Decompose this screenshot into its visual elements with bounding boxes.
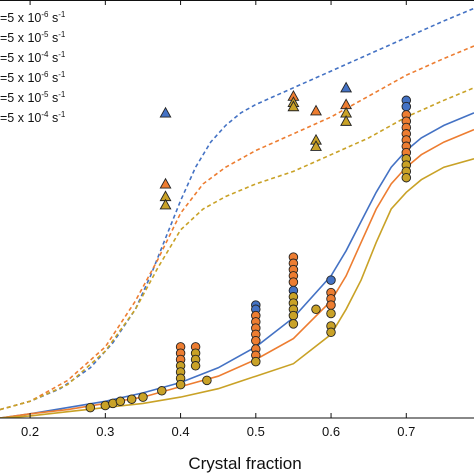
circle-marker-41 — [326, 275, 336, 285]
legend-entry-0: =5 x 10-6 s-1 — [0, 10, 66, 25]
circle-marker-18 — [202, 375, 212, 386]
x-axis-title: Crystal fraction — [188, 454, 301, 473]
triangle-marker-0 — [159, 106, 172, 118]
dashed-curve-2 — [0, 87, 474, 411]
circle-marker-6 — [157, 386, 167, 396]
axes-layer: 0.2 0.3 0.4 0.5 0.6 0.7 — [0, 0, 474, 439]
curves-layer — [0, 7, 474, 418]
dashed-curve-1 — [0, 45, 474, 411]
triangle-marker-13 — [340, 115, 353, 126]
circle-marker-49 — [401, 101, 412, 112]
circle-marker-38 — [288, 310, 299, 321]
legend-entry-5: =5 x 10-4 s-1 — [0, 110, 66, 125]
triangle-marker-1 — [159, 177, 172, 189]
circle-marker-17 — [190, 361, 201, 371]
circle-marker-33 — [288, 277, 299, 287]
x-tick-label-5: 0.7 — [397, 424, 415, 439]
circle-marker-47 — [326, 327, 336, 338]
triangle-marker-7 — [310, 104, 322, 116]
legend-entry-3: =5 x 10-6 s-1 — [0, 70, 66, 85]
legend-entry-2: =5 x 10-4 s-1 — [0, 50, 66, 65]
legend-entry-1: =5 x 10-5 s-1 — [0, 30, 66, 45]
circle-marker-45 — [326, 308, 336, 319]
x-tick-label-2: 0.4 — [172, 424, 190, 439]
legend: =5 x 10-6 s-1 =5 x 10-5 s-1 =5 x 10-4 s-1 =… — [0, 10, 66, 125]
circle-marker-60 — [401, 172, 412, 183]
triangle-marker-3 — [159, 198, 172, 210]
triangle-marker-10 — [340, 81, 353, 93]
circle-marker-44 — [326, 300, 336, 310]
circle-marker-3 — [115, 396, 126, 407]
x-tick-label-3: 0.5 — [247, 424, 265, 439]
legend-entry-4: =5 x 10-5 s-1 — [0, 90, 66, 105]
markers-layer — [85, 81, 412, 413]
circle-marker-39 — [288, 319, 299, 329]
x-tick-label-1: 0.3 — [96, 424, 114, 439]
triangle-marker-9 — [310, 140, 322, 151]
circle-marker-40 — [311, 304, 321, 315]
circle-marker-4 — [126, 394, 137, 404]
circle-marker-5 — [138, 392, 148, 402]
dashed-curve-0 — [0, 7, 474, 411]
triangle-marker-6 — [287, 100, 300, 112]
circle-marker-25 — [251, 335, 261, 346]
x-tick-label-4: 0.6 — [322, 424, 340, 439]
x-tick-label-0: 0.2 — [21, 424, 39, 439]
circle-marker-13 — [175, 379, 186, 390]
solid-curve-5 — [0, 158, 474, 418]
circle-marker-28 — [251, 356, 261, 367]
circle-marker-0 — [85, 402, 96, 413]
